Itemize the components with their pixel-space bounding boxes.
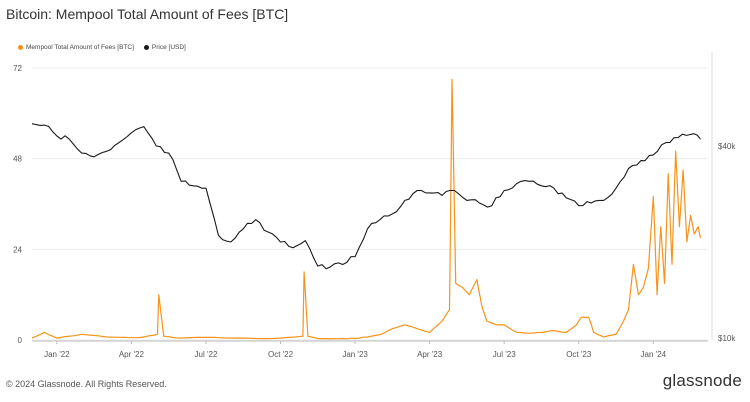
- x-tick-label: Apr '22: [119, 350, 145, 359]
- x-tick-label: Jan '24: [641, 350, 667, 359]
- copyright-text: © 2024 Glassnode. All Rights Reserved.: [6, 379, 167, 389]
- legend-item-fees[interactable]: Mempool Total Amount of Fees [BTC]: [18, 44, 134, 51]
- legend-dot-fees: [18, 45, 23, 50]
- y-tick-label-left: 24: [13, 245, 22, 254]
- x-tick-label: Jul '23: [493, 350, 516, 359]
- legend-label-price: Price [USD]: [151, 44, 186, 51]
- legend-dot-price: [143, 45, 149, 50]
- price-series-line: [31, 123, 701, 270]
- fees-series-line: [31, 78, 702, 340]
- y-tick-label-left: 48: [13, 155, 22, 164]
- x-axis: Jan '22 Apr '22 Jul '22 Oct '22 Jan '23 Apr '…: [32, 340, 708, 359]
- brand-logo: glassnode: [662, 371, 742, 390]
- x-tick-label: Jan '22: [44, 350, 70, 359]
- legend: Mempool Total Amount of Fees [BTC] Price…: [18, 44, 186, 51]
- left-axis: 0 24 48 72: [13, 64, 22, 345]
- x-tick-label: Oct '23: [566, 350, 592, 359]
- x-tick-label: Jul '22: [195, 350, 218, 359]
- x-tick-label: Apr '23: [417, 350, 443, 359]
- x-tick-label: Jan '23: [342, 350, 368, 359]
- series-lines: [31, 78, 702, 340]
- y-tick-label-left: 72: [13, 64, 22, 73]
- y-tick-label-right: $40k: [718, 142, 736, 151]
- y-tick-label-right: $10k: [718, 334, 736, 343]
- legend-item-price[interactable]: Price [USD]: [143, 44, 186, 51]
- x-tick-label: Oct '22: [268, 350, 294, 359]
- gridlines: [32, 67, 708, 341]
- chart-title: Bitcoin: Mempool Total Amount of Fees [B…: [6, 6, 289, 22]
- legend-label-fees: Mempool Total Amount of Fees [BTC]: [26, 44, 134, 51]
- right-axis: $10k $40k: [711, 52, 736, 343]
- y-tick-label-left: 0: [18, 336, 23, 345]
